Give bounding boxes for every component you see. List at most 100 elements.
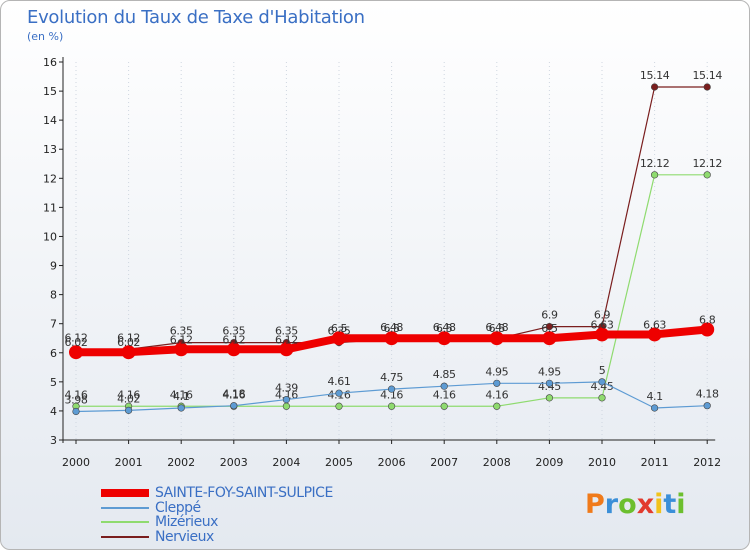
data-label-sainte-foy-saint-sulpice: 6.5 <box>541 322 558 335</box>
y-tick-label: 7 <box>50 318 57 331</box>
logo-letter: P <box>585 489 605 520</box>
data-label-nervieux: 6.35 <box>170 325 193 338</box>
legend-swatch <box>101 535 149 538</box>
logo-letter: o <box>618 489 637 520</box>
data-label-clepp-: 4.18 <box>696 388 719 401</box>
legend-label: Mizérieux <box>155 514 218 530</box>
x-tick-label: 2006 <box>378 456 406 469</box>
data-point-miz-rieux <box>335 402 343 410</box>
data-label-nervieux: 15.14 <box>640 69 670 82</box>
data-point-sainte-foy-saint-sulpice <box>332 331 346 346</box>
y-tick-label: 8 <box>50 289 57 302</box>
y-tick-label: 4 <box>50 405 57 418</box>
y-tick-label: 11 <box>43 201 57 214</box>
y-tick-label: 16 <box>43 56 57 69</box>
data-label-clepp-: 4.39 <box>275 382 298 395</box>
legend-label: Cleppé <box>155 499 201 516</box>
data-label-clepp-: 4.75 <box>380 371 403 384</box>
x-tick-label: 2004 <box>272 456 300 469</box>
data-label-miz-rieux: 4.16 <box>170 388 193 401</box>
data-point-clepp- <box>440 382 448 390</box>
y-tick-label: 5 <box>50 376 57 389</box>
data-label-nervieux: 15.14 <box>692 69 722 82</box>
data-label-sainte-foy-saint-sulpice: 6.12 <box>170 333 193 346</box>
data-label-sainte-foy-saint-sulpice: 6.8 <box>699 314 716 327</box>
x-tick-label: 2011 <box>641 456 669 469</box>
logo-letter: t <box>663 489 677 520</box>
legend-swatch <box>101 489 149 497</box>
y-tick-label: 6 <box>50 347 57 360</box>
data-label-nervieux: 6.35 <box>275 325 298 338</box>
data-point-clepp- <box>124 406 133 414</box>
y-tick-label: 9 <box>50 260 57 273</box>
x-tick-label: 2005 <box>325 456 353 469</box>
data-label-nervieux: 6.48 <box>380 321 403 334</box>
data-label-nervieux: 6.35 <box>222 325 245 338</box>
data-label-sainte-foy-saint-sulpice: 6.5 <box>436 322 453 335</box>
data-label-clepp-: 4.85 <box>433 368 456 381</box>
data-label-sainte-foy-saint-sulpice: 6.5 <box>489 322 506 335</box>
data-label-clepp-: 4.18 <box>222 388 245 401</box>
data-label-sainte-foy-saint-sulpice: 6.02 <box>117 336 140 349</box>
data-label-nervieux: 6.48 <box>485 321 508 334</box>
data-point-clepp- <box>703 402 711 410</box>
data-point-nervieux <box>703 83 711 91</box>
y-tick-label: 13 <box>43 143 57 156</box>
data-point-sainte-foy-saint-sulpice <box>700 322 715 337</box>
x-tick-label: 2008 <box>483 456 511 469</box>
logo-letter: x <box>636 489 655 520</box>
x-tick-label: 2001 <box>115 456 143 469</box>
data-label-clepp-: 4.1 <box>646 390 662 403</box>
data-label-clepp-: 4.95 <box>485 365 508 378</box>
data-label-sainte-foy-saint-sulpice: 6.63 <box>643 318 666 331</box>
data-point-sainte-foy-saint-sulpice <box>121 345 136 360</box>
data-label-sainte-foy-saint-sulpice: 6.63 <box>591 318 614 331</box>
data-label-miz-rieux: 12.12 <box>640 157 670 170</box>
data-point-miz-rieux <box>545 394 554 402</box>
data-label-clepp-: 3.98 <box>65 394 88 407</box>
data-point-sainte-foy-saint-sulpice <box>542 331 557 346</box>
data-label-miz-rieux: 4.16 <box>380 388 403 401</box>
legend-label: SAINTE-FOY-SAINT-SULPICE <box>155 485 333 501</box>
data-point-clepp- <box>545 379 554 387</box>
data-point-clepp- <box>335 389 343 397</box>
data-label-nervieux: 6.9 <box>541 309 558 322</box>
data-point-sainte-foy-saint-sulpice <box>279 342 294 357</box>
x-tick-label: 2009 <box>535 456 563 469</box>
data-point-clepp- <box>177 404 185 412</box>
y-tick-label: 10 <box>43 230 57 243</box>
proxiti-logo: Proxiti <box>585 489 686 520</box>
data-label-nervieux: 6.12 <box>117 331 140 344</box>
data-point-clepp- <box>493 379 501 387</box>
data-point-clepp- <box>388 385 396 393</box>
data-label-clepp-: 4.95 <box>538 365 561 378</box>
x-tick-label: 2007 <box>430 456 458 469</box>
data-point-miz-rieux <box>598 394 606 402</box>
legend-swatch <box>101 506 149 509</box>
data-point-sainte-foy-saint-sulpice <box>69 345 83 360</box>
data-point-sainte-foy-saint-sulpice <box>647 327 662 342</box>
data-label-miz-rieux: 4.16 <box>222 388 245 401</box>
y-tick-label: 12 <box>43 172 57 185</box>
y-tick-label: 3 <box>50 434 57 447</box>
data-point-clepp- <box>72 407 80 416</box>
data-label-miz-rieux: 4.16 <box>275 388 298 401</box>
data-label-nervieux: 6.9 <box>594 309 611 322</box>
unit-label: (en %) <box>27 30 64 43</box>
legend-swatch <box>101 521 149 523</box>
data-point-sainte-foy-saint-sulpice <box>595 327 609 342</box>
x-tick-label: 2002 <box>167 456 195 469</box>
data-label-miz-rieux: 4.16 <box>485 388 508 401</box>
data-label-sainte-foy-saint-sulpice: 6.12 <box>275 333 298 346</box>
data-label-sainte-foy-saint-sulpice: 6.5 <box>331 322 348 335</box>
data-label-miz-rieux: 4.45 <box>591 380 614 393</box>
x-tick-label: 2000 <box>62 456 90 469</box>
data-point-miz-rieux <box>440 402 448 410</box>
x-tick-label: 2010 <box>588 456 616 469</box>
data-label-clepp-: 5 <box>599 364 606 377</box>
data-point-sainte-foy-saint-sulpice <box>384 331 399 346</box>
logo-letter: i <box>654 489 664 520</box>
data-label-sainte-foy-saint-sulpice: 6.02 <box>65 336 88 349</box>
